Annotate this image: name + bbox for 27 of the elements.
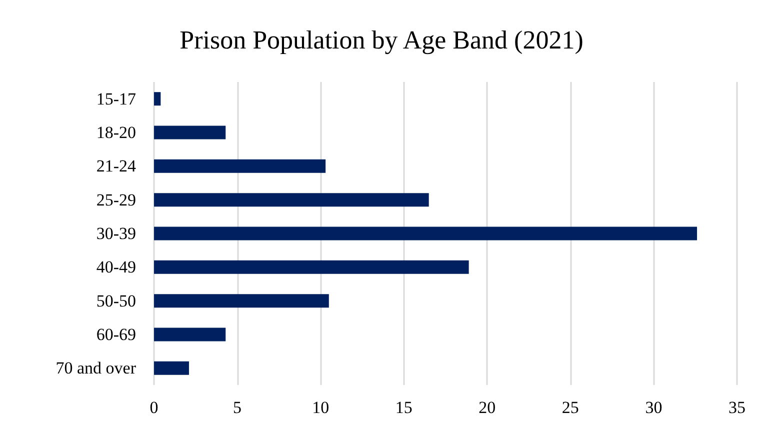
bar — [154, 294, 329, 308]
bar — [154, 92, 161, 106]
chart-title: Prison Population by Age Band (2021) — [180, 26, 584, 54]
x-tick-label: 15 — [395, 398, 412, 417]
bar — [154, 126, 226, 140]
bar — [154, 328, 226, 342]
x-tick-label: 30 — [645, 398, 662, 417]
x-tick-label: 20 — [478, 398, 496, 417]
y-tick-label: 50-50 — [96, 291, 136, 310]
y-tick-label: 30-39 — [96, 224, 136, 243]
y-tick-label: 18-20 — [96, 123, 136, 142]
y-tick-label: 40-49 — [96, 258, 136, 277]
y-tick-label: 21-24 — [96, 156, 136, 176]
y-tick-label: 60-69 — [96, 325, 136, 344]
bar — [154, 193, 429, 207]
x-tick-label: 25 — [562, 398, 579, 417]
bar — [154, 260, 469, 274]
y-tick-label: 25-29 — [96, 190, 136, 210]
x-tick-label: 0 — [150, 398, 158, 417]
bar — [154, 226, 698, 240]
bar — [154, 159, 326, 173]
bar — [154, 361, 189, 375]
x-tick-label: 5 — [233, 398, 242, 417]
x-tick-label: 10 — [312, 398, 330, 417]
x-tick-label: 35 — [728, 398, 746, 417]
y-tick-label: 15-17 — [96, 89, 136, 108]
y-tick-label: 70 and over — [56, 358, 136, 378]
